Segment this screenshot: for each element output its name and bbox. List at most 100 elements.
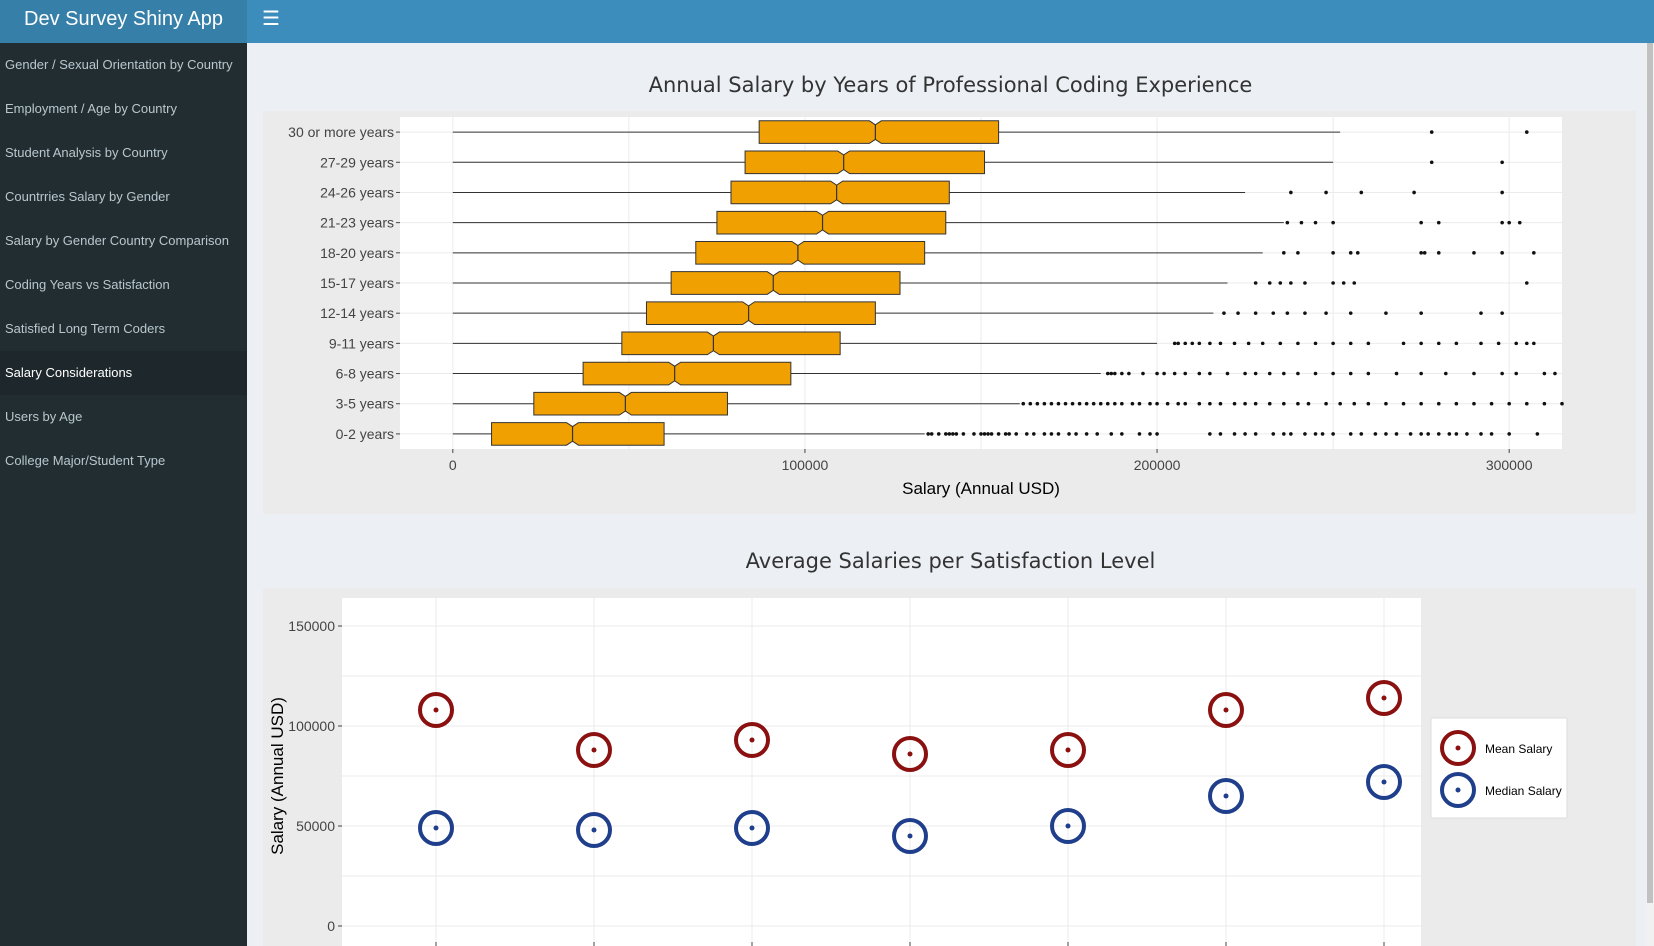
outlier-point — [1109, 371, 1114, 376]
outlier-point — [1243, 432, 1247, 436]
median-salary-ring — [1208, 778, 1244, 814]
outlier-point — [1278, 341, 1283, 346]
outlier-point — [1299, 220, 1304, 225]
page-scrollbar[interactable] — [1646, 43, 1654, 946]
outlier-point — [1524, 341, 1529, 346]
median-salary-ring — [892, 818, 928, 854]
outlier-point — [1208, 341, 1212, 346]
outlier-point — [1105, 371, 1110, 376]
box-6-8-years — [582, 361, 792, 386]
y-tick-label-15-17-years: 15-17 years — [320, 275, 394, 291]
sidebar-item-satisfied-long-term-coders[interactable]: Satisfied Long Term Coders — [5, 321, 166, 336]
outlier-point — [1296, 341, 1300, 346]
box-30-or-more-years — [758, 120, 1000, 144]
outlier-point — [1148, 432, 1152, 436]
outlier-point — [1278, 281, 1283, 285]
outlier-point — [1267, 281, 1272, 285]
sidebar-item-gender-sexual-orientation-by-country[interactable]: Gender / Sexual Orientation by Country — [5, 57, 233, 72]
outlier-point — [1127, 371, 1131, 376]
scrollbar-thumb[interactable] — [1647, 43, 1653, 903]
outlier-point — [1218, 432, 1223, 436]
outlier-point — [1070, 401, 1075, 406]
mean-salary-ring — [1208, 692, 1244, 728]
outlier-point — [1489, 432, 1494, 436]
outlier-point — [1429, 160, 1434, 165]
outlier-point — [936, 432, 941, 436]
legend-box — [1430, 717, 1568, 819]
outlier-point — [1172, 341, 1177, 346]
outlier-point — [1137, 401, 1142, 406]
box-0-2-years — [491, 422, 665, 446]
median-salary-point — [907, 833, 913, 839]
median-salary-ring — [1050, 808, 1086, 844]
outlier-point — [1419, 432, 1423, 436]
median-salary-ring — [1366, 764, 1402, 800]
outlier-point — [1172, 371, 1177, 376]
outlier-point — [1436, 401, 1441, 406]
sidebar-toggle-icon[interactable]: ☰ — [262, 8, 280, 30]
outlier-point — [1091, 401, 1096, 406]
sidebar-item-countrries-salary-by-gender[interactable]: Countrries Salary by Gender — [5, 189, 170, 204]
y-tick-label: 0 — [327, 918, 335, 934]
box-12-14-years — [645, 301, 876, 325]
y-tick-label-24-26-years: 24-26 years — [320, 184, 394, 200]
outlier-point — [1084, 432, 1089, 436]
outlier-point — [1176, 401, 1180, 406]
outlier-point — [1447, 432, 1452, 436]
outlier-point — [1422, 251, 1427, 255]
outlier-point — [1479, 311, 1483, 315]
legend-median-salary-ring — [1440, 772, 1476, 808]
outlier-point — [1183, 341, 1188, 346]
outlier-point — [1408, 432, 1413, 436]
plot-panel — [342, 598, 1421, 946]
outlier-point — [1282, 371, 1286, 376]
outlier-point — [989, 432, 994, 436]
mean-salary-ring — [892, 736, 928, 772]
sidebar-item-employment-age-by-country[interactable]: Employment / Age by Country — [5, 101, 177, 116]
median-salary-ring — [576, 812, 612, 848]
y-tick-label-9-11-years: 9-11 years — [329, 335, 394, 351]
box-3-5-years — [533, 391, 728, 416]
outlier-point — [1454, 401, 1459, 406]
outlier-point — [1243, 371, 1247, 376]
median-salary-point — [1223, 793, 1229, 799]
outlier-point — [1507, 220, 1511, 225]
outlier-point — [1352, 401, 1357, 406]
outlier-point — [1444, 371, 1448, 376]
outlier-point — [1098, 401, 1103, 406]
box-21-23-years — [716, 210, 947, 235]
median-salary-point — [749, 825, 755, 831]
outlier-point — [1500, 251, 1504, 255]
top-header: Dev Survey Shiny App ☰ — [0, 0, 1654, 43]
outlier-point — [1253, 401, 1258, 406]
outlier-point — [1514, 371, 1519, 376]
outlier-point — [1436, 432, 1441, 436]
outlier-point — [1077, 401, 1082, 406]
y-tick-label-6-8-years: 6-8 years — [336, 366, 394, 382]
outlier-point — [1303, 281, 1307, 285]
box-18-20-years — [695, 241, 926, 265]
outlier-point — [1436, 220, 1441, 225]
outlier-point — [982, 432, 987, 436]
outlier-point — [1331, 432, 1335, 436]
outlier-point — [1348, 311, 1353, 315]
outlier-point — [1313, 220, 1318, 225]
sidebar-item-coding-years-vs-satisfaction[interactable]: Coding Years vs Satisfaction — [5, 277, 170, 292]
outlier-point — [1190, 341, 1195, 346]
outlier-point — [972, 432, 976, 436]
sidebar-item-users-by-age[interactable]: Users by Age — [5, 409, 83, 424]
sidebar-item-college-major-student-type[interactable]: College Major/Student Type — [5, 453, 166, 468]
outlier-point — [1331, 341, 1335, 346]
sidebar-item-student-analysis-by-country[interactable]: Student Analysis by Country — [5, 145, 168, 160]
outlier-point — [1296, 401, 1300, 406]
outlier-point — [1049, 401, 1054, 406]
sidebar-item-salary-considerations[interactable]: Salary Considerations — [0, 351, 247, 395]
outlier-point — [1271, 432, 1276, 436]
outlier-point — [1141, 371, 1145, 376]
outlier-point — [1303, 432, 1307, 436]
outlier-point — [1024, 432, 1029, 436]
outlier-point — [1553, 371, 1557, 376]
y-tick-label-0-2-years: 0-2 years — [336, 426, 394, 442]
app-title[interactable]: Dev Survey Shiny App — [0, 0, 247, 43]
sidebar-item-salary-by-gender-country-comparison[interactable]: Salary by Gender Country Comparison — [5, 233, 229, 248]
